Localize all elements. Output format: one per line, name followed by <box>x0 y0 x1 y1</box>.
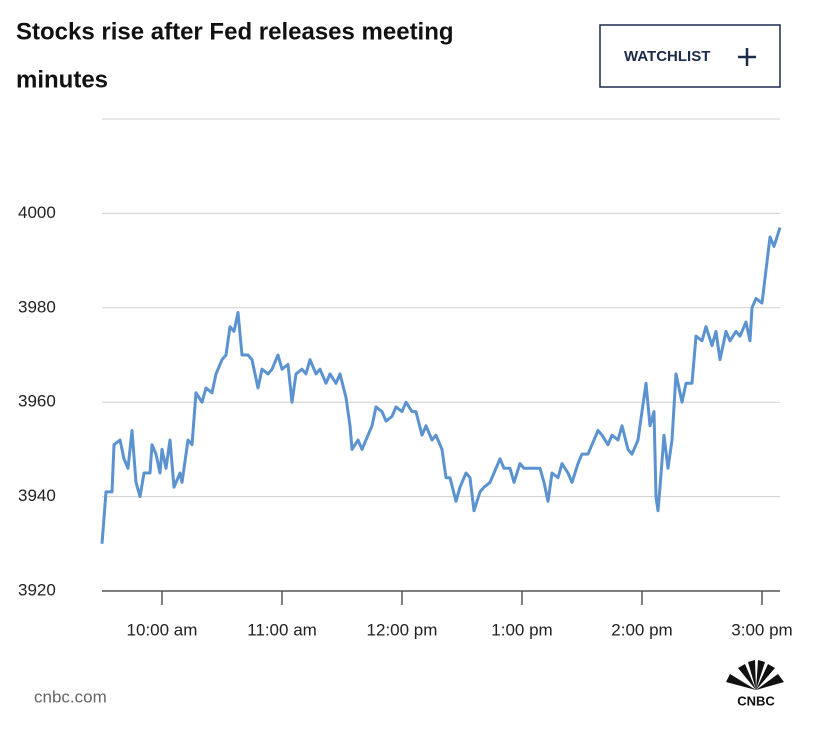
title-line: Stocks rise after Fed releases meeting <box>16 18 454 45</box>
x-tick-label: 10:00 am <box>127 620 198 639</box>
x-tick-label: 12:00 pm <box>367 620 438 639</box>
y-tick-label: 3980 <box>18 297 56 316</box>
x-tick-label: 11:00 am <box>247 620 317 639</box>
source: cnbc.com <box>34 687 107 706</box>
title-line: minutes <box>16 66 108 93</box>
cnbc-logo: CNBC <box>726 660 784 708</box>
y-tick-label: 4000 <box>18 203 56 222</box>
y-tick-label: 3940 <box>18 486 56 505</box>
x-tick-label: 1:00 pm <box>491 620 552 639</box>
button-label[interactable]: WATCHLIST <box>624 48 710 65</box>
plus-icon[interactable] <box>738 48 756 66</box>
peacock <box>726 660 784 690</box>
price-line <box>100 227 782 544</box>
x-tick-label: 2:00 pm <box>611 620 672 639</box>
logo-text: CNBC <box>737 693 775 708</box>
y-tick-label: 3920 <box>18 580 56 599</box>
x-tick-label: 3:00 pm <box>731 620 792 639</box>
y-tick-label: 3960 <box>18 392 56 411</box>
watchlist-button[interactable]: WATCHLIST <box>599 24 781 88</box>
